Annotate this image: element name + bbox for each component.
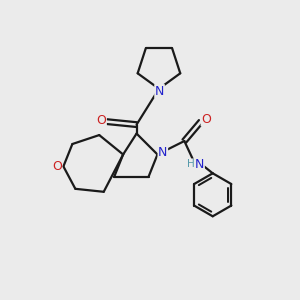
Text: H: H xyxy=(187,159,195,169)
Text: N: N xyxy=(158,146,167,159)
Text: O: O xyxy=(52,160,62,173)
Text: N: N xyxy=(155,85,164,98)
Text: O: O xyxy=(201,113,211,126)
Text: O: O xyxy=(96,114,106,127)
Text: N: N xyxy=(195,158,204,170)
